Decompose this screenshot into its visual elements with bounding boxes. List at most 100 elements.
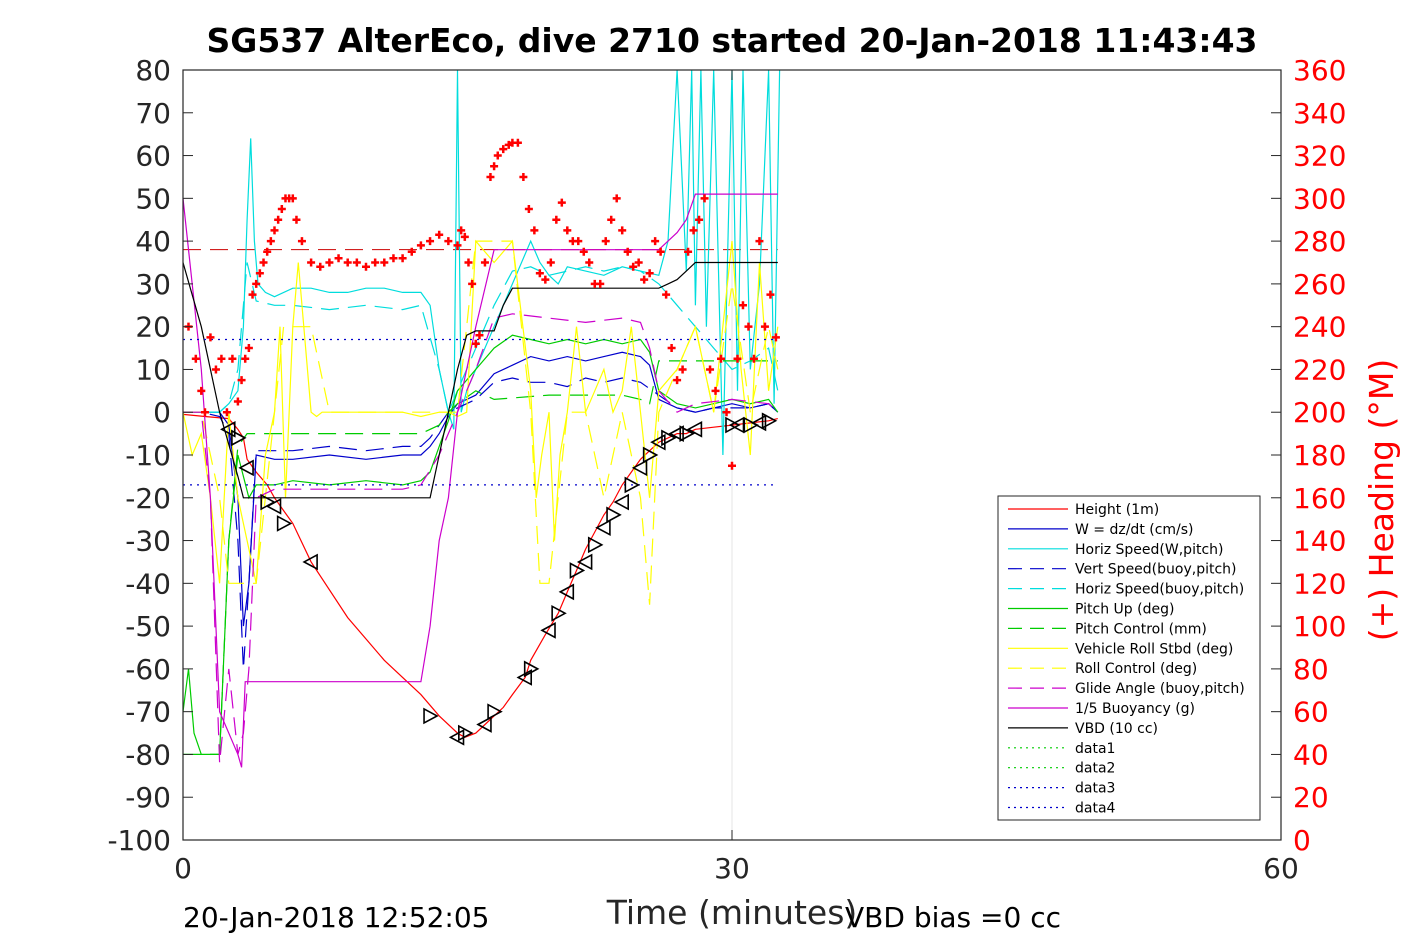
turn-point [631,459,648,477]
heading-point [248,290,257,299]
turn-point [595,519,611,537]
heading-point [711,386,720,395]
legend-label-5: Pitch Up (deg) [1075,602,1174,618]
heading-point [541,275,550,284]
heading-point [755,237,764,246]
heading-point [684,247,693,256]
heading-point [490,162,499,171]
y2-tick-label: 40 [1293,738,1329,771]
heading-point [457,226,466,235]
heading-point [222,408,231,417]
heading-point [706,365,715,374]
turn-point [642,446,659,464]
legend-label-14: data3 [1075,781,1115,797]
heading-point [524,205,533,214]
heading-point [237,376,246,385]
turn-point [540,622,556,639]
heading-point [241,354,250,363]
heading-point [634,258,643,267]
heading-point [206,333,215,342]
legend-label-3: Vert Speed(buoy,pitch) [1075,562,1237,578]
turn-point [668,425,684,442]
y2-tick-label: 320 [1293,140,1346,173]
x-tick-label: 0 [174,852,192,885]
legend-label-13: data2 [1075,761,1115,777]
turn-point [302,553,318,571]
heading-point [362,262,370,271]
y-tick-label: -10 [125,439,171,472]
legend: Height (1m) W = dz/dt (cm/s) Horiz Speed(W… [997,495,1261,821]
legend-label-0: Height (1m) [1075,502,1159,518]
turn-point [624,476,641,494]
x-tick-label: 60 [1263,852,1299,885]
footer-date: 20-Jan-2018 12:52:05 [183,901,489,934]
y2-tick-label: 0 [1293,824,1311,857]
y-tick-label: 60 [135,140,171,173]
heading-point [475,331,484,340]
legend-label-8: Roll Control (deg) [1075,661,1197,677]
y-tick-label: 50 [135,182,171,215]
heading-point [297,237,306,246]
turn-point [569,562,586,579]
heading-point [233,397,242,406]
turn-point [613,493,629,511]
x-axis-label: Time (minutes) [606,893,858,932]
heading-point [530,226,539,235]
heading-point [557,198,566,207]
turn-point [606,506,622,524]
y2-tick-label: 140 [1293,525,1346,558]
heading-point [749,354,758,363]
heading-point [200,408,209,417]
legend-label-1: W = dz/dt (cm/s) [1075,522,1194,538]
y-tick-label: 20 [135,311,171,344]
heading-point [629,262,638,271]
heading-point [771,333,780,342]
heading-point [266,237,275,246]
heading-point [316,262,325,271]
series-line-2 [183,70,781,456]
heading-point [252,279,261,288]
heading-point [274,215,283,224]
y-tick-label: -90 [125,781,171,814]
heading-point [612,194,621,203]
y-tick-label: -100 [107,824,171,857]
turn-point [276,515,293,532]
y-tick-label: -60 [125,653,171,686]
series-line-10 [183,193,778,768]
turn-point [487,703,503,721]
turn-point [551,604,567,622]
heading-point [667,344,676,353]
heading-point [259,258,268,267]
heading-point [416,241,425,250]
y2-tick-label: 120 [1293,567,1346,600]
heading-point [645,269,654,278]
heading-point [435,230,444,239]
heading-point [211,365,220,374]
legend-label-9: Glide Angle (buoy,pitch) [1075,681,1245,697]
turn-point [661,429,677,447]
turn-point [686,420,703,438]
turn-point [743,416,759,434]
legend-label-10: 1/5 Buoyancy (g) [1075,701,1195,717]
heading-point [270,226,279,235]
heading-point [480,258,489,267]
heading-point [563,226,572,235]
heading-point [579,247,588,256]
legend-label-2: Horiz Speed(W,pitch) [1075,542,1223,558]
legend-label-7: Vehicle Roll Stbd (deg) [1075,641,1233,657]
heading-point [738,301,747,310]
y2-tick-label: 280 [1293,225,1346,258]
turn-point [423,707,439,725]
heading-point [464,258,473,267]
y2-tick-label: 240 [1293,311,1346,344]
heading-point [722,408,731,417]
heading-point [471,339,480,348]
turn-point [679,425,695,442]
heading-point [552,215,561,224]
heading-point [733,354,742,363]
y2-tick-label: 100 [1293,610,1346,643]
heading-point [277,205,286,214]
y2-tick-label: 340 [1293,97,1346,130]
y-tick-label: 80 [135,54,171,87]
